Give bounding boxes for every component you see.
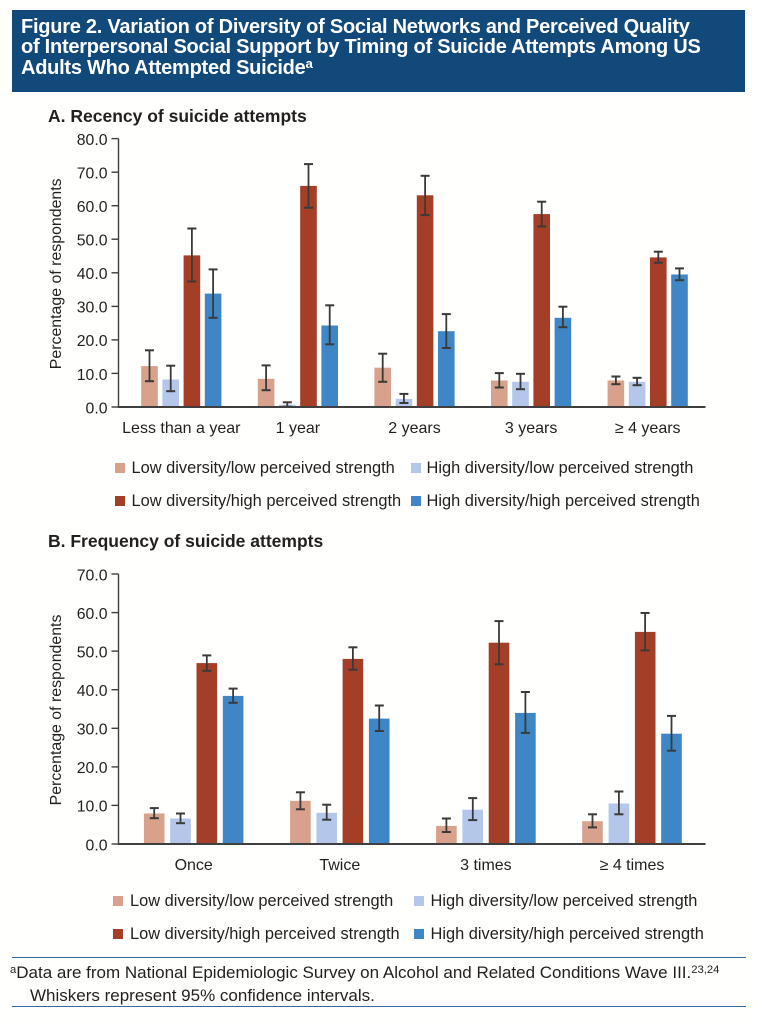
svg-text:10.0: 10.0 — [77, 367, 108, 384]
svg-text:≥ 4 years: ≥ 4 years — [615, 420, 681, 437]
svg-text:30.0: 30.0 — [77, 300, 108, 317]
svg-text:0.0: 0.0 — [86, 837, 108, 854]
svg-text:3 years: 3 years — [505, 420, 557, 437]
svg-text:80.0: 80.0 — [77, 132, 108, 149]
svg-text:40.0: 40.0 — [77, 266, 108, 283]
svg-text:Less than a year: Less than a year — [122, 420, 241, 437]
svg-text:≥ 4 times: ≥ 4 times — [600, 857, 665, 874]
svg-text:40.0: 40.0 — [77, 683, 108, 700]
svg-text:30.0: 30.0 — [77, 722, 108, 739]
svg-text:2 years: 2 years — [388, 420, 440, 437]
svg-text:70.0: 70.0 — [77, 567, 108, 584]
svg-text:Percentage of respondents: Percentage of respondents — [48, 615, 65, 806]
svg-text:20.0: 20.0 — [77, 760, 108, 777]
svg-text:3 times: 3 times — [460, 857, 512, 874]
svg-text:Twice: Twice — [319, 857, 360, 874]
svg-text:50.0: 50.0 — [77, 644, 108, 661]
svg-text:1 year: 1 year — [276, 420, 321, 437]
svg-text:60.0: 60.0 — [77, 606, 108, 623]
svg-text:60.0: 60.0 — [77, 199, 108, 216]
svg-text:Percentage of respondents: Percentage of respondents — [48, 178, 65, 369]
svg-text:20.0: 20.0 — [77, 333, 108, 350]
svg-text:0.0: 0.0 — [86, 400, 108, 417]
svg-text:50.0: 50.0 — [77, 233, 108, 250]
svg-text:10.0: 10.0 — [77, 799, 108, 816]
svg-text:70.0: 70.0 — [77, 166, 108, 183]
svg-text:Once: Once — [175, 857, 213, 874]
